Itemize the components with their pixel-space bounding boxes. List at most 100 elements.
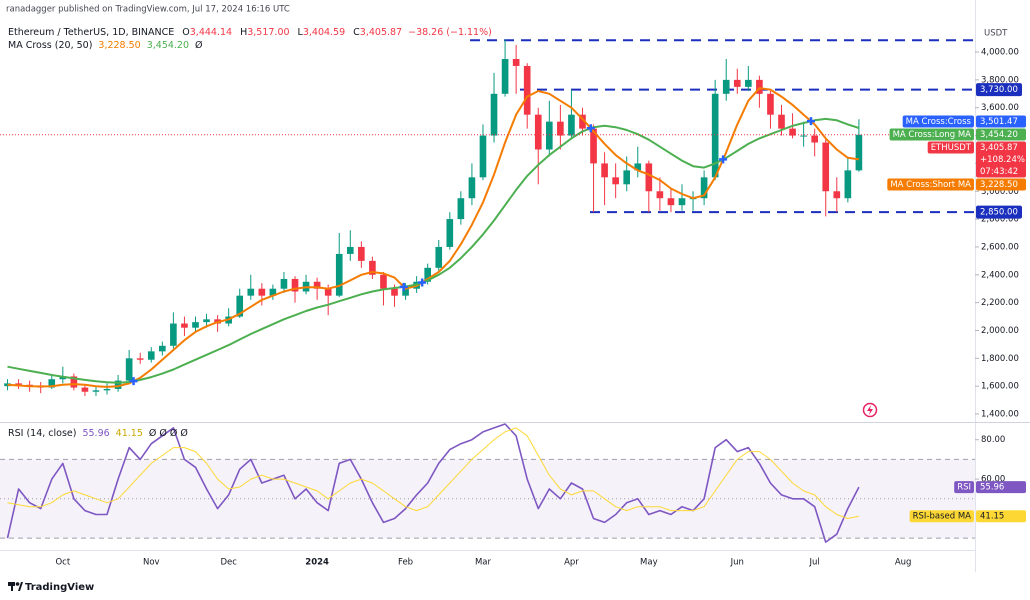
candle-body xyxy=(258,288,266,296)
x-tick-label: Jul xyxy=(809,558,820,568)
ohlc-key: L xyxy=(298,27,304,38)
y-tick-label: 4,000.00 xyxy=(981,48,1019,58)
candle-body xyxy=(103,388,111,391)
candle-body xyxy=(645,163,653,192)
logo-dot xyxy=(15,582,20,586)
change: −38.26 (−1.11%) xyxy=(408,27,492,38)
ohlc-value: 3,517.00 xyxy=(247,27,289,38)
candle-body xyxy=(756,79,763,94)
candle-body xyxy=(70,376,78,388)
y-tick-label: 1,400.00 xyxy=(981,410,1019,420)
rsi-title: RSI (14, close) xyxy=(8,428,76,439)
y-tick-label: 3,000.00 xyxy=(981,187,1019,197)
tag-name-box xyxy=(927,141,974,154)
rsi-legend: RSI (14, close) 55.96 41.15 Ø Ø Ø Ø xyxy=(8,428,188,439)
tag-name-box xyxy=(954,481,974,494)
ma-cross-marker xyxy=(399,282,408,291)
level-tag-box xyxy=(976,83,1022,97)
tag-value-box xyxy=(976,178,1026,191)
y-tick-label: 2,200.00 xyxy=(981,298,1019,308)
candle-body xyxy=(490,93,498,136)
candle-body xyxy=(125,358,133,381)
tag-value-box xyxy=(976,481,1026,494)
ohlc-value: 3,404.59 xyxy=(303,27,345,38)
ma-cross-marker xyxy=(806,117,815,126)
candle-body xyxy=(346,246,354,254)
ma-cross-marker xyxy=(719,155,728,164)
tag-name-box xyxy=(887,178,974,191)
tag-value-box xyxy=(976,141,1026,178)
rsi-suffix: Ø Ø Ø Ø xyxy=(149,428,188,439)
ohlc-value: 3,444.14 xyxy=(190,27,232,38)
brand-logo: TradingView xyxy=(8,582,94,593)
candle-body xyxy=(789,128,796,136)
candle-body xyxy=(745,79,752,87)
candle-body xyxy=(269,288,277,296)
rsi-value: 41.15 xyxy=(116,428,143,439)
tag-value: 41.15 xyxy=(980,512,1004,522)
tag-name: MA Cross:Short MA xyxy=(890,180,971,190)
y-tick-label: 2,600.00 xyxy=(981,242,1019,252)
candle-body xyxy=(601,163,608,178)
candle-body xyxy=(512,58,520,66)
candle-body xyxy=(634,163,642,171)
candle-body xyxy=(579,114,586,129)
tag-value-box xyxy=(976,115,1026,128)
tag-value: 3,405.87 xyxy=(980,143,1018,153)
candle-body xyxy=(424,267,432,282)
candle-body xyxy=(656,191,664,199)
tag-name-box xyxy=(889,128,974,141)
ma-line xyxy=(7,117,860,384)
currency: USDT xyxy=(984,29,1008,39)
rsi-y-tick-label: 60.00 xyxy=(981,475,1005,485)
candle-body xyxy=(114,380,122,389)
tag-name: RSI xyxy=(957,483,971,493)
candle-body xyxy=(48,379,56,388)
candle-body xyxy=(667,198,675,206)
candle-body xyxy=(280,278,288,289)
ohlc-key: H xyxy=(240,27,247,38)
candle-body xyxy=(380,274,387,289)
candle-body xyxy=(479,135,487,178)
candle-body xyxy=(711,93,719,178)
x-tick-label: May xyxy=(640,558,658,568)
candle-body xyxy=(457,198,465,220)
candle-body xyxy=(778,114,785,129)
x-tick-label: Mar xyxy=(475,558,492,568)
rsi-line xyxy=(6,423,860,543)
x-tick-label: Nov xyxy=(143,558,160,568)
publisher: ranadagger published on TradingView.com,… xyxy=(6,5,290,15)
candle-body xyxy=(92,390,100,392)
candle-body xyxy=(435,246,443,268)
tag-value: 3,454.20 xyxy=(980,130,1018,140)
tag-value: 3,501.47 xyxy=(980,117,1018,127)
level-tag-label: 2,850.00 xyxy=(980,208,1018,218)
logo-stem xyxy=(11,582,13,591)
level-tag-label: 3,730.00 xyxy=(980,85,1018,95)
ma-short-value: 3,228.50 xyxy=(98,40,140,51)
rsi-y-tick-label: 80.00 xyxy=(981,435,1005,445)
y-tick-label: 2,000.00 xyxy=(981,326,1019,336)
candle-body xyxy=(855,134,863,171)
ohlc-value: 3,405.87 xyxy=(360,27,402,38)
y-tick-label: 3,600.00 xyxy=(981,103,1019,113)
level-tag-box xyxy=(976,205,1022,219)
candle-body xyxy=(181,323,188,328)
candle-body xyxy=(247,288,255,296)
candle-body xyxy=(391,288,398,296)
candle-body xyxy=(545,121,553,150)
ma-line xyxy=(7,87,860,388)
candle-body xyxy=(59,376,67,380)
candle-body xyxy=(822,142,830,192)
candle-body xyxy=(733,79,741,87)
candle-body xyxy=(590,128,597,164)
candle-body xyxy=(557,121,564,136)
y-tick-label: 2,800.00 xyxy=(981,215,1019,225)
tag-name-box xyxy=(909,510,974,523)
candle-body xyxy=(468,177,476,199)
ma-cross-marker xyxy=(129,377,138,386)
alert-icon xyxy=(862,402,878,418)
tag-name: RSI-based MA xyxy=(913,512,972,522)
alert-bolt xyxy=(867,405,873,415)
